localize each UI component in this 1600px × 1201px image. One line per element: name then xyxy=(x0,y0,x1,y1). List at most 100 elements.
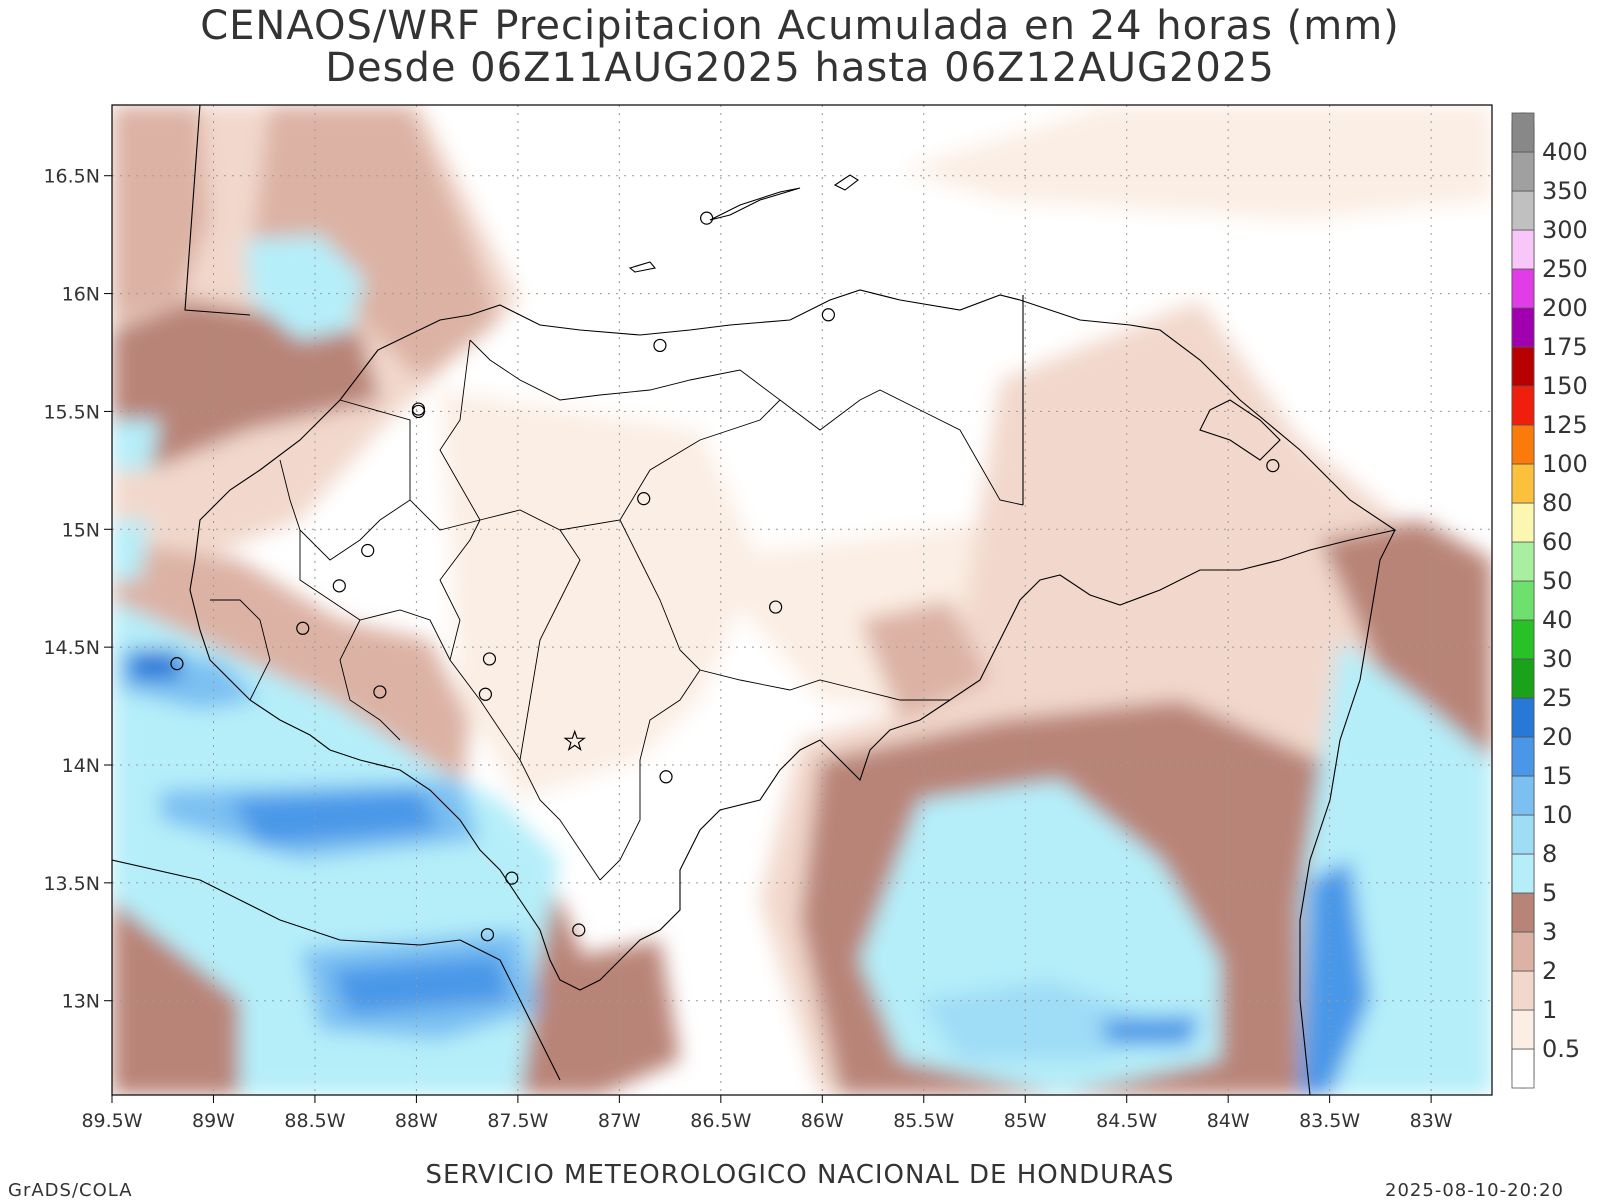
city-circle-icon xyxy=(505,871,519,885)
legend-swatch xyxy=(1511,658,1535,699)
legend-label: 25 xyxy=(1542,684,1573,712)
legend-swatch xyxy=(1511,853,1535,894)
y-tick-label: 14N xyxy=(62,755,100,777)
city-circle-icon xyxy=(1266,459,1280,473)
city-circle-icon xyxy=(659,770,673,784)
x-tick-label: 87W xyxy=(598,1110,641,1132)
x-tick-label: 89W xyxy=(192,1110,235,1132)
legend-label: 80 xyxy=(1542,489,1573,517)
legend-swatch xyxy=(1511,424,1535,465)
y-tick-label: 13N xyxy=(62,991,100,1013)
legend-swatch xyxy=(1511,190,1535,231)
legend-label: 300 xyxy=(1542,216,1588,244)
x-tick-label: 85W xyxy=(1004,1110,1047,1132)
lat-lon-grid xyxy=(112,105,1492,1095)
x-tick-label: 87.5W xyxy=(487,1110,548,1132)
y-tick-label: 14.5N xyxy=(43,637,100,659)
legend-label: 40 xyxy=(1542,606,1573,634)
legend-swatch xyxy=(1511,268,1535,309)
nicaragua-coast xyxy=(1299,529,1396,1095)
legend-swatch xyxy=(1511,112,1535,153)
x-tick-label: 84W xyxy=(1207,1110,1250,1132)
x-tick-label: 86.5W xyxy=(690,1110,751,1132)
city-circle-icon xyxy=(170,657,184,671)
bay-islands xyxy=(628,174,859,273)
gulf-fonseca xyxy=(459,939,561,1081)
capital-marker xyxy=(563,729,586,751)
precipitation-field xyxy=(112,105,1492,1095)
legend-swatch xyxy=(1511,931,1535,972)
legend-swatch xyxy=(1511,892,1535,933)
x-tick-label: 83.5W xyxy=(1299,1110,1360,1132)
legend-swatch xyxy=(1511,502,1535,543)
city-markers xyxy=(170,211,1280,942)
city-circle-icon xyxy=(373,685,387,699)
city-circle-icon xyxy=(653,338,667,353)
x-tick-label: 88W xyxy=(395,1110,438,1132)
legend-swatch xyxy=(1511,814,1535,855)
city-circle-icon xyxy=(637,492,651,506)
footer-agency: SERVICIO METEOROLOGICO NACIONAL DE HONDU… xyxy=(425,1160,1175,1190)
legend-label: 3 xyxy=(1542,918,1557,946)
guatemala-coast xyxy=(112,859,461,946)
color-legend: 0.5 1 2 3 5 8 10 15 20 25 30 40 50 60 80 100 125 150 175 20… xyxy=(1511,112,1588,1089)
legend-label: 50 xyxy=(1542,567,1573,595)
x-tick-label: 86W xyxy=(801,1110,844,1132)
legend-label: 400 xyxy=(1542,138,1588,166)
footer-timestamp: 2025-08-10-20:20 xyxy=(1385,1180,1564,1201)
city-circle-icon xyxy=(411,402,426,416)
legend-label: 20 xyxy=(1542,723,1573,751)
city-circle-icon xyxy=(480,928,495,942)
legend-label: 5 xyxy=(1542,879,1557,907)
legend-label: 60 xyxy=(1542,528,1573,556)
city-circle-icon xyxy=(332,579,346,593)
legend-label: 30 xyxy=(1542,645,1573,673)
legend-label: 0.5 xyxy=(1542,1035,1580,1063)
legend-swatch xyxy=(1511,229,1535,270)
legend-swatch xyxy=(1511,385,1535,426)
x-tick-label: 89.5W xyxy=(81,1110,142,1132)
footer-software: GrADS/COLA xyxy=(8,1180,133,1201)
city-circle-icon xyxy=(478,687,493,701)
y-tick-label: 15.5N xyxy=(43,401,100,423)
legend-label: 100 xyxy=(1542,450,1588,478)
city-circle-icon xyxy=(296,621,310,635)
borders xyxy=(112,105,1397,1095)
legend-label: 350 xyxy=(1542,177,1588,205)
legend-label: 1 xyxy=(1542,996,1557,1024)
chart-title: CENAOS/WRF Precipitacion Acumulada en 24… xyxy=(200,3,1400,49)
legend-label: 200 xyxy=(1542,294,1588,322)
x-tick-label: 84.5W xyxy=(1096,1110,1157,1132)
city-circle-icon xyxy=(482,652,497,666)
legend-swatch xyxy=(1511,151,1535,192)
y-tick-label: 13.5N xyxy=(43,873,100,895)
x-tick-label: 88.5W xyxy=(284,1110,345,1132)
legend-swatch xyxy=(1511,775,1535,816)
city-circle-icon xyxy=(572,923,586,937)
lagoon xyxy=(1199,399,1281,461)
axes: 89.5W 89W 88.5W 88W 87.5W 87W 86.5W 86W 85.5W 85W… xyxy=(43,166,1452,1132)
guatemala-belize-border xyxy=(184,105,251,316)
legend-label: 150 xyxy=(1542,372,1588,400)
chart-subtitle: Desde 06Z11AUG2025 hasta 06Z12AUG2025 xyxy=(325,45,1275,91)
legend-swatch xyxy=(1511,697,1535,738)
legend-swatch xyxy=(1511,619,1535,660)
y-tick-label: 15N xyxy=(62,519,100,541)
legend-label: 2 xyxy=(1542,957,1557,985)
city-circle-icon xyxy=(769,600,783,614)
legend-label: 250 xyxy=(1542,255,1588,283)
legend-swatch xyxy=(1511,970,1535,1011)
legend-swatch xyxy=(1511,1009,1535,1050)
city-circle-icon xyxy=(361,543,375,558)
x-tick-label: 83W xyxy=(1410,1110,1453,1132)
legend-swatch xyxy=(1511,307,1535,348)
y-tick-label: 16.5N xyxy=(43,166,100,188)
legend-swatch xyxy=(1511,1048,1535,1089)
department-lines xyxy=(210,339,1024,881)
star-icon xyxy=(563,729,586,751)
legend-label: 8 xyxy=(1542,840,1557,868)
legend-swatch xyxy=(1511,541,1535,582)
city-circle-icon xyxy=(700,211,714,225)
x-tick-label: 85.5W xyxy=(893,1110,954,1132)
